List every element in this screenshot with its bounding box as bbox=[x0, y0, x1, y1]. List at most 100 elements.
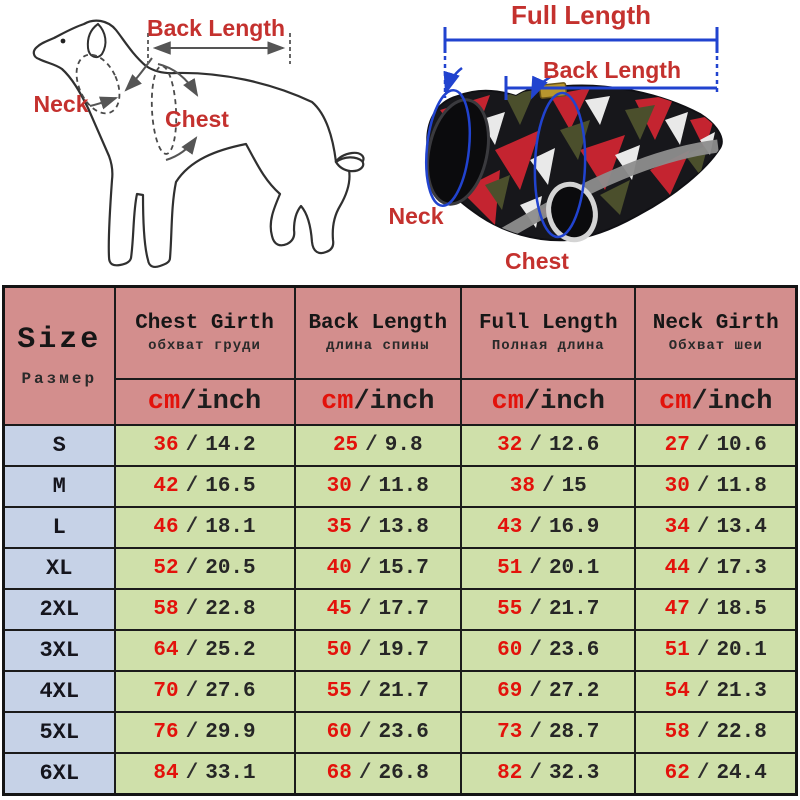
unit-cell: cm/inch bbox=[634, 377, 798, 426]
header-size: Size Размер bbox=[2, 285, 116, 426]
measurement-cell: 30/11.8 bbox=[293, 464, 463, 508]
cm-value: 60 bbox=[326, 720, 352, 744]
cm-value: 35 bbox=[326, 515, 352, 539]
dog-ear bbox=[86, 22, 107, 59]
measurement-cell: 32/12.6 bbox=[460, 423, 637, 467]
size-label: XL bbox=[2, 546, 116, 590]
measurement-cell: 51/20.1 bbox=[460, 546, 637, 590]
measurement-cell: 70/27.6 bbox=[113, 669, 296, 713]
jacket-annotations bbox=[425, 27, 719, 239]
inch-value: 32.3 bbox=[548, 761, 600, 785]
slash-separator: / bbox=[696, 474, 710, 498]
size-label: 5XL bbox=[2, 710, 116, 754]
measurement-cell: 73/28.7 bbox=[460, 710, 637, 754]
inch-value: 24.4 bbox=[716, 761, 767, 785]
neck-pointer-arrow bbox=[443, 67, 463, 95]
table-row: L 46/18.1 35/13.8 43/16.9 34/13.4 bbox=[2, 505, 798, 549]
measurement-cell: 52/20.5 bbox=[113, 546, 296, 590]
size-label: M bbox=[2, 464, 116, 508]
slash-separator: / bbox=[185, 638, 199, 662]
unit-cm: cm bbox=[491, 386, 524, 417]
header-full-length: Full Length Полная длина bbox=[460, 285, 637, 380]
inch-value: 22.8 bbox=[716, 720, 767, 744]
inch-value: 12.6 bbox=[548, 433, 600, 457]
header-en: Full Length bbox=[478, 311, 618, 335]
size-label: 2XL bbox=[2, 587, 116, 631]
slash-separator: / bbox=[696, 556, 710, 580]
measurement-cell: 64/25.2 bbox=[113, 628, 296, 672]
header-en: Neck Girth bbox=[652, 311, 779, 335]
inch-value: 21.3 bbox=[716, 679, 767, 703]
measurement-cell: 51/20.1 bbox=[634, 628, 798, 672]
slash-separator: / bbox=[185, 597, 199, 621]
measurement-cell: 40/15.7 bbox=[293, 546, 463, 590]
measurement-cell: 42/16.5 bbox=[113, 464, 296, 508]
table-row: S 36/14.2 25/9.8 32/12.6 27/10.6 bbox=[2, 423, 798, 467]
cm-value: 58 bbox=[153, 597, 179, 621]
measurement-cell: 46/18.1 bbox=[113, 505, 296, 549]
measurement-cell: 58/22.8 bbox=[113, 587, 296, 631]
cm-value: 50 bbox=[326, 638, 352, 662]
cm-value: 42 bbox=[153, 474, 179, 498]
inch-value: 16.9 bbox=[548, 515, 600, 539]
measurement-cell: 82/32.3 bbox=[460, 751, 637, 796]
measurement-cell: 58/22.8 bbox=[634, 710, 798, 754]
table-row: 4XL 70/27.6 55/21.7 69/27.2 54/21.3 bbox=[2, 669, 798, 713]
chest-girth-loop bbox=[533, 91, 587, 239]
slash-separator: / bbox=[696, 638, 710, 662]
slash-separator: / bbox=[696, 515, 710, 539]
inch-value: 19.7 bbox=[378, 638, 429, 662]
unit-inch: /inch bbox=[691, 386, 773, 417]
cm-value: 54 bbox=[664, 679, 690, 703]
inch-value: 28.7 bbox=[548, 720, 600, 744]
inch-value: 17.3 bbox=[716, 556, 767, 580]
header-ru: длина спины bbox=[326, 337, 430, 354]
slash-separator: / bbox=[358, 761, 372, 785]
table-row: 5XL 76/29.9 60/23.6 73/28.7 58/22.8 bbox=[2, 710, 798, 754]
cm-value: 25 bbox=[332, 433, 359, 457]
cm-value: 58 bbox=[664, 720, 690, 744]
dog-eye bbox=[60, 38, 66, 44]
measurement-cell: 60/23.6 bbox=[293, 710, 463, 754]
table-row: XL 52/20.5 40/15.7 51/20.1 44/17.3 bbox=[2, 546, 798, 590]
inch-value: 20.5 bbox=[205, 556, 256, 580]
jacket-body bbox=[426, 82, 723, 243]
measurement-cell: 54/21.3 bbox=[634, 669, 798, 713]
measurement-cell: 84/33.1 bbox=[113, 751, 296, 796]
header-en: Back Length bbox=[308, 311, 448, 335]
cm-value: 82 bbox=[497, 761, 523, 785]
dog-outline bbox=[32, 19, 365, 268]
cm-value: 30 bbox=[326, 474, 352, 498]
slash-separator: / bbox=[358, 474, 372, 498]
cm-value: 73 bbox=[497, 720, 523, 744]
unit-cm: cm bbox=[147, 386, 181, 417]
unit-cm: cm bbox=[321, 386, 354, 417]
cm-value: 47 bbox=[664, 597, 690, 621]
header-chest-girth: Chest Girth обхват груди bbox=[113, 285, 296, 380]
cm-value: 43 bbox=[497, 515, 523, 539]
measurement-cell: 27/10.6 bbox=[634, 423, 798, 467]
slash-separator: / bbox=[358, 515, 372, 539]
inch-value: 25.2 bbox=[205, 638, 256, 662]
inch-value: 18.1 bbox=[205, 515, 256, 539]
slash-separator: / bbox=[529, 515, 542, 539]
dog-back-length-label: Back Length bbox=[147, 15, 285, 41]
header-ru: Полная длина bbox=[491, 337, 605, 354]
size-label: L bbox=[2, 505, 116, 549]
measurement-cell: 47/18.5 bbox=[634, 587, 798, 631]
header-ru: Обхват шеи bbox=[668, 337, 763, 354]
cm-value: 36 bbox=[153, 433, 179, 457]
inch-value: 16.5 bbox=[205, 474, 256, 498]
arrow-to-neck bbox=[89, 96, 119, 110]
header-neck-girth: Neck Girth Обхват шеи bbox=[634, 285, 798, 380]
measurement-cell: 55/21.7 bbox=[460, 587, 637, 631]
cm-value: 52 bbox=[153, 556, 179, 580]
size-label: 6XL bbox=[2, 751, 116, 796]
inch-value: 13.4 bbox=[716, 515, 767, 539]
inch-value: 10.6 bbox=[716, 433, 767, 457]
measurement-cell: 45/17.7 bbox=[293, 587, 463, 631]
unit-inch: /inch bbox=[523, 386, 605, 417]
unit-cm: cm bbox=[659, 386, 692, 417]
cm-value: 51 bbox=[497, 556, 523, 580]
